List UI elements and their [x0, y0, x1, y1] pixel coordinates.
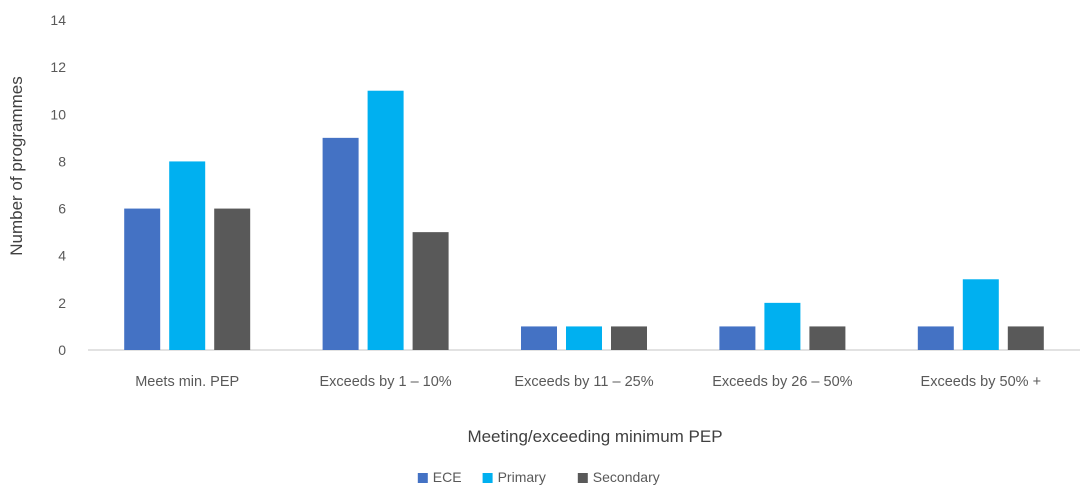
- x-category-label: Meets min. PEP: [135, 374, 239, 390]
- x-category-label: Exceeds by 50% +: [921, 374, 1042, 390]
- y-axis-ticks: 0 2 4 6 8 10 12 14: [50, 12, 66, 358]
- y-tick-label: 4: [58, 248, 66, 264]
- bar-secondary-1: [413, 232, 449, 350]
- y-tick-label: 8: [58, 153, 66, 169]
- legend-label-primary: Primary: [498, 469, 546, 485]
- y-tick-label: 10: [50, 106, 66, 122]
- x-axis-categories: Meets min. PEP Exceeds by 1 – 10% Exceeds …: [135, 374, 1041, 390]
- bar-ece-1: [323, 138, 359, 350]
- bar-ece-0: [124, 209, 160, 350]
- x-category-label: Exceeds by 11 – 25%: [514, 374, 653, 390]
- bar-secondary-2: [611, 326, 647, 350]
- legend-swatch-secondary: [578, 473, 588, 483]
- y-tick-label: 6: [58, 201, 66, 217]
- bar-secondary-4: [1008, 326, 1044, 350]
- y-tick-label: 2: [58, 295, 66, 311]
- legend-swatch-ece: [418, 473, 428, 483]
- legend-label-secondary: Secondary: [593, 469, 660, 485]
- legend-swatch-primary: [483, 473, 493, 483]
- bar-ece-4: [918, 326, 954, 350]
- bar-primary-2: [566, 326, 602, 350]
- y-axis-title: Number of programmes: [7, 76, 26, 256]
- legend: ECE Primary Secondary: [418, 469, 660, 485]
- x-axis-title: Meeting/exceeding minimum PEP: [467, 427, 722, 446]
- bar-primary-3: [764, 303, 800, 350]
- bar-ece-3: [719, 326, 755, 350]
- y-tick-label: 0: [58, 342, 66, 358]
- bar-secondary-0: [214, 209, 250, 350]
- x-category-label: Exceeds by 26 – 50%: [712, 374, 852, 390]
- bar-ece-2: [521, 326, 557, 350]
- bar-primary-4: [963, 279, 999, 350]
- y-tick-label: 14: [50, 12, 66, 28]
- bar-primary-0: [169, 161, 205, 350]
- y-tick-label: 12: [50, 59, 66, 75]
- x-category-label: Exceeds by 1 – 10%: [319, 374, 451, 390]
- bar-secondary-3: [809, 326, 845, 350]
- bar-primary-1: [368, 91, 404, 350]
- legend-label-ece: ECE: [433, 469, 462, 485]
- bars: [124, 91, 1044, 350]
